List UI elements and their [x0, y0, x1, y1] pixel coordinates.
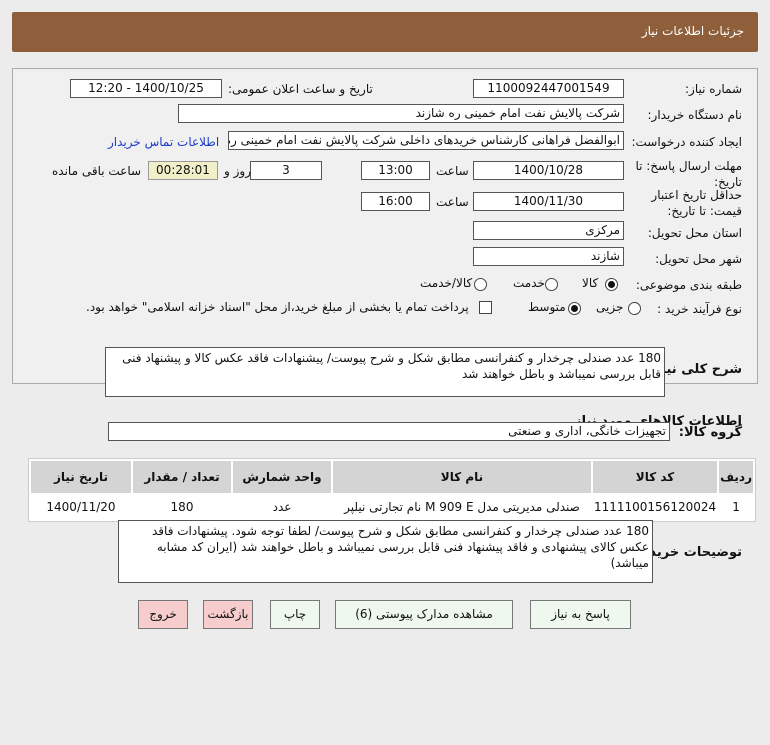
city-label: شهر محل تحویل: — [655, 252, 742, 266]
process-option-minor-label: جزیی — [596, 300, 624, 314]
city-field: شازند — [473, 247, 624, 266]
col-name: نام کالا — [333, 461, 591, 493]
col-row: ردیف — [719, 461, 753, 493]
cell-row: 1 — [719, 495, 753, 519]
goods-group-field: تجهیزات خانگی، اداری و صنعتی — [108, 422, 670, 441]
cell-code: 1111100156120024 — [592, 495, 718, 519]
page-header: جزئیات اطلاعات نیاز — [12, 12, 758, 52]
need-number-label: شماره نیاز: — [685, 82, 742, 96]
announce-field: 1400/10/25 - 12:20 — [70, 79, 222, 98]
view-attachments-button[interactable]: مشاهده مدارک پیوستی (6) — [335, 600, 513, 629]
category-option-goods-service-label: کالا/خدمت — [420, 276, 473, 290]
cell-unit: عدد — [233, 495, 331, 519]
exit-button[interactable]: خروج — [138, 600, 188, 629]
deadline-time-label: ساعت — [436, 164, 469, 178]
process-radio-minor[interactable] — [628, 302, 641, 315]
col-code: کد کالا — [592, 461, 718, 493]
province-field: مرکزی — [473, 221, 624, 240]
reply-button[interactable]: پاسخ به نیاز — [530, 600, 631, 629]
category-radio-service[interactable] — [545, 278, 558, 291]
col-unit: واحد شمارش — [233, 461, 331, 493]
category-option-goods-label: کالا — [582, 276, 599, 290]
category-radio-goods[interactable] — [605, 278, 618, 291]
remaining-time-field: 00:28:01 — [148, 161, 218, 180]
description-field: 180 عدد صندلی چرخدار و کنفرانسی مطابق شک… — [105, 347, 665, 397]
validity-time-field: 16:00 — [361, 192, 430, 211]
deadline-time-field: 13:00 — [361, 161, 430, 180]
category-label: طبقه بندی موضوعی: — [635, 278, 742, 292]
process-radio-medium[interactable] — [568, 302, 581, 315]
cell-name: صندلی مدیریتی مدل M 909 E نام تجارتی نیل… — [333, 495, 591, 519]
notes-field: 180 عدد صندلی چرخدار و کنفرانسی مطابق شک… — [118, 520, 653, 583]
deadline-date-field: 1400/10/28 — [473, 161, 624, 180]
deadline-label: مهلت ارسال پاسخ: تا تاریخ: — [635, 159, 742, 189]
payment-note: پرداخت تمام یا بخشی از مبلغ خرید،از محل … — [86, 300, 469, 314]
validity-label: حداقل تاریخ اعتبار قیمت: تا تاریخ: — [651, 188, 742, 218]
back-button[interactable]: بازگشت — [203, 600, 253, 629]
description-label: شرح کلی نیاز: — [648, 362, 742, 377]
buyer-label: نام دستگاه خریدار: — [647, 108, 743, 122]
col-qty: تعداد / مقدار — [133, 461, 231, 493]
page-title: جزئیات اطلاعات نیاز — [641, 24, 744, 38]
validity-time-label: ساعت — [436, 195, 469, 209]
days-label: روز و — [224, 164, 251, 178]
buyer-contact-link[interactable]: اطلاعات تماس خریدار — [108, 135, 220, 149]
announce-label: تاریخ و ساعت اعلان عمومی: — [228, 82, 373, 96]
notes-label: توضیحات خریدار: — [632, 545, 742, 560]
goods-table: ردیف کد کالا نام کالا واحد شمارش تعداد /… — [28, 458, 756, 522]
buyer-field: شرکت پالایش نفت امام خمینی ره شازند — [178, 104, 624, 123]
treasury-payment-checkbox[interactable] — [479, 301, 492, 314]
category-option-service-label: خدمت — [513, 276, 545, 290]
cell-qty: 180 — [133, 495, 231, 519]
category-radio-goods-service[interactable] — [474, 278, 487, 291]
table-row: 1 1111100156120024 صندلی مدیریتی مدل M 9… — [31, 495, 753, 519]
goods-group-label: گروه کالا: — [678, 425, 742, 440]
print-button[interactable]: چاپ — [270, 600, 320, 629]
cell-date: 1400/11/20 — [31, 495, 131, 519]
remaining-label: ساعت باقی مانده — [52, 164, 142, 178]
creator-field: ابوالفضل فراهانی کارشناس خریدهای داخلی ش… — [228, 131, 624, 150]
creator-label: ایجاد کننده درخواست: — [631, 135, 742, 149]
province-label: استان محل تحویل: — [647, 226, 742, 240]
process-label: نوع فرآیند خرید : — [657, 302, 742, 316]
process-option-medium-label: متوسط — [528, 300, 566, 314]
days-field: 3 — [250, 161, 322, 180]
col-date: تاریخ نیاز — [31, 461, 131, 493]
validity-date-field: 1400/11/30 — [473, 192, 624, 211]
need-number-field: 1100092447001549 — [473, 79, 624, 98]
